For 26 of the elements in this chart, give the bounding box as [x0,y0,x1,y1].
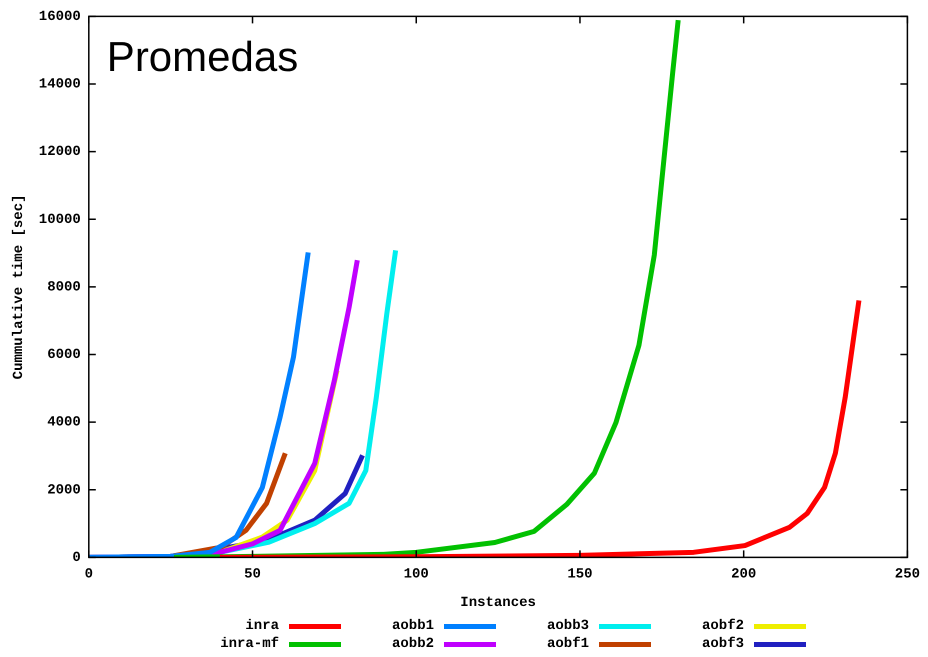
y-tick-label: 0 [72,550,81,566]
x-axis-title: Instances [460,595,536,612]
y-axis-title: Cummulative time [sec] [10,194,27,380]
legend-label: inra [245,618,279,634]
legend-label: aobf3 [702,636,744,652]
x-tick-label: 250 [894,566,920,582]
y-tick-label: 12000 [38,144,81,160]
y-tick-label: 2000 [47,482,81,498]
y-tick-label: 14000 [38,76,81,93]
legend-label: aobb1 [392,618,434,634]
legend-label: inra-mf [220,636,279,652]
y-tick-label: 6000 [47,347,81,364]
legend-label: aobb3 [546,618,589,634]
y-tick-label: 4000 [47,414,81,431]
y-tick-label: 10000 [38,212,81,228]
x-tick-label: 50 [244,566,261,582]
legend-label: aobb2 [392,636,434,652]
y-tick-label: 16000 [38,8,81,25]
x-tick-label: 100 [404,566,429,582]
x-tick-label: 150 [567,566,593,582]
legend-label: aobf1 [546,636,589,652]
y-tick-label: 8000 [47,279,81,296]
legend-label: aobf2 [702,618,744,634]
chart-title: Promedas [106,32,298,80]
x-tick-label: 0 [84,566,94,582]
x-tick-label: 200 [731,566,756,582]
